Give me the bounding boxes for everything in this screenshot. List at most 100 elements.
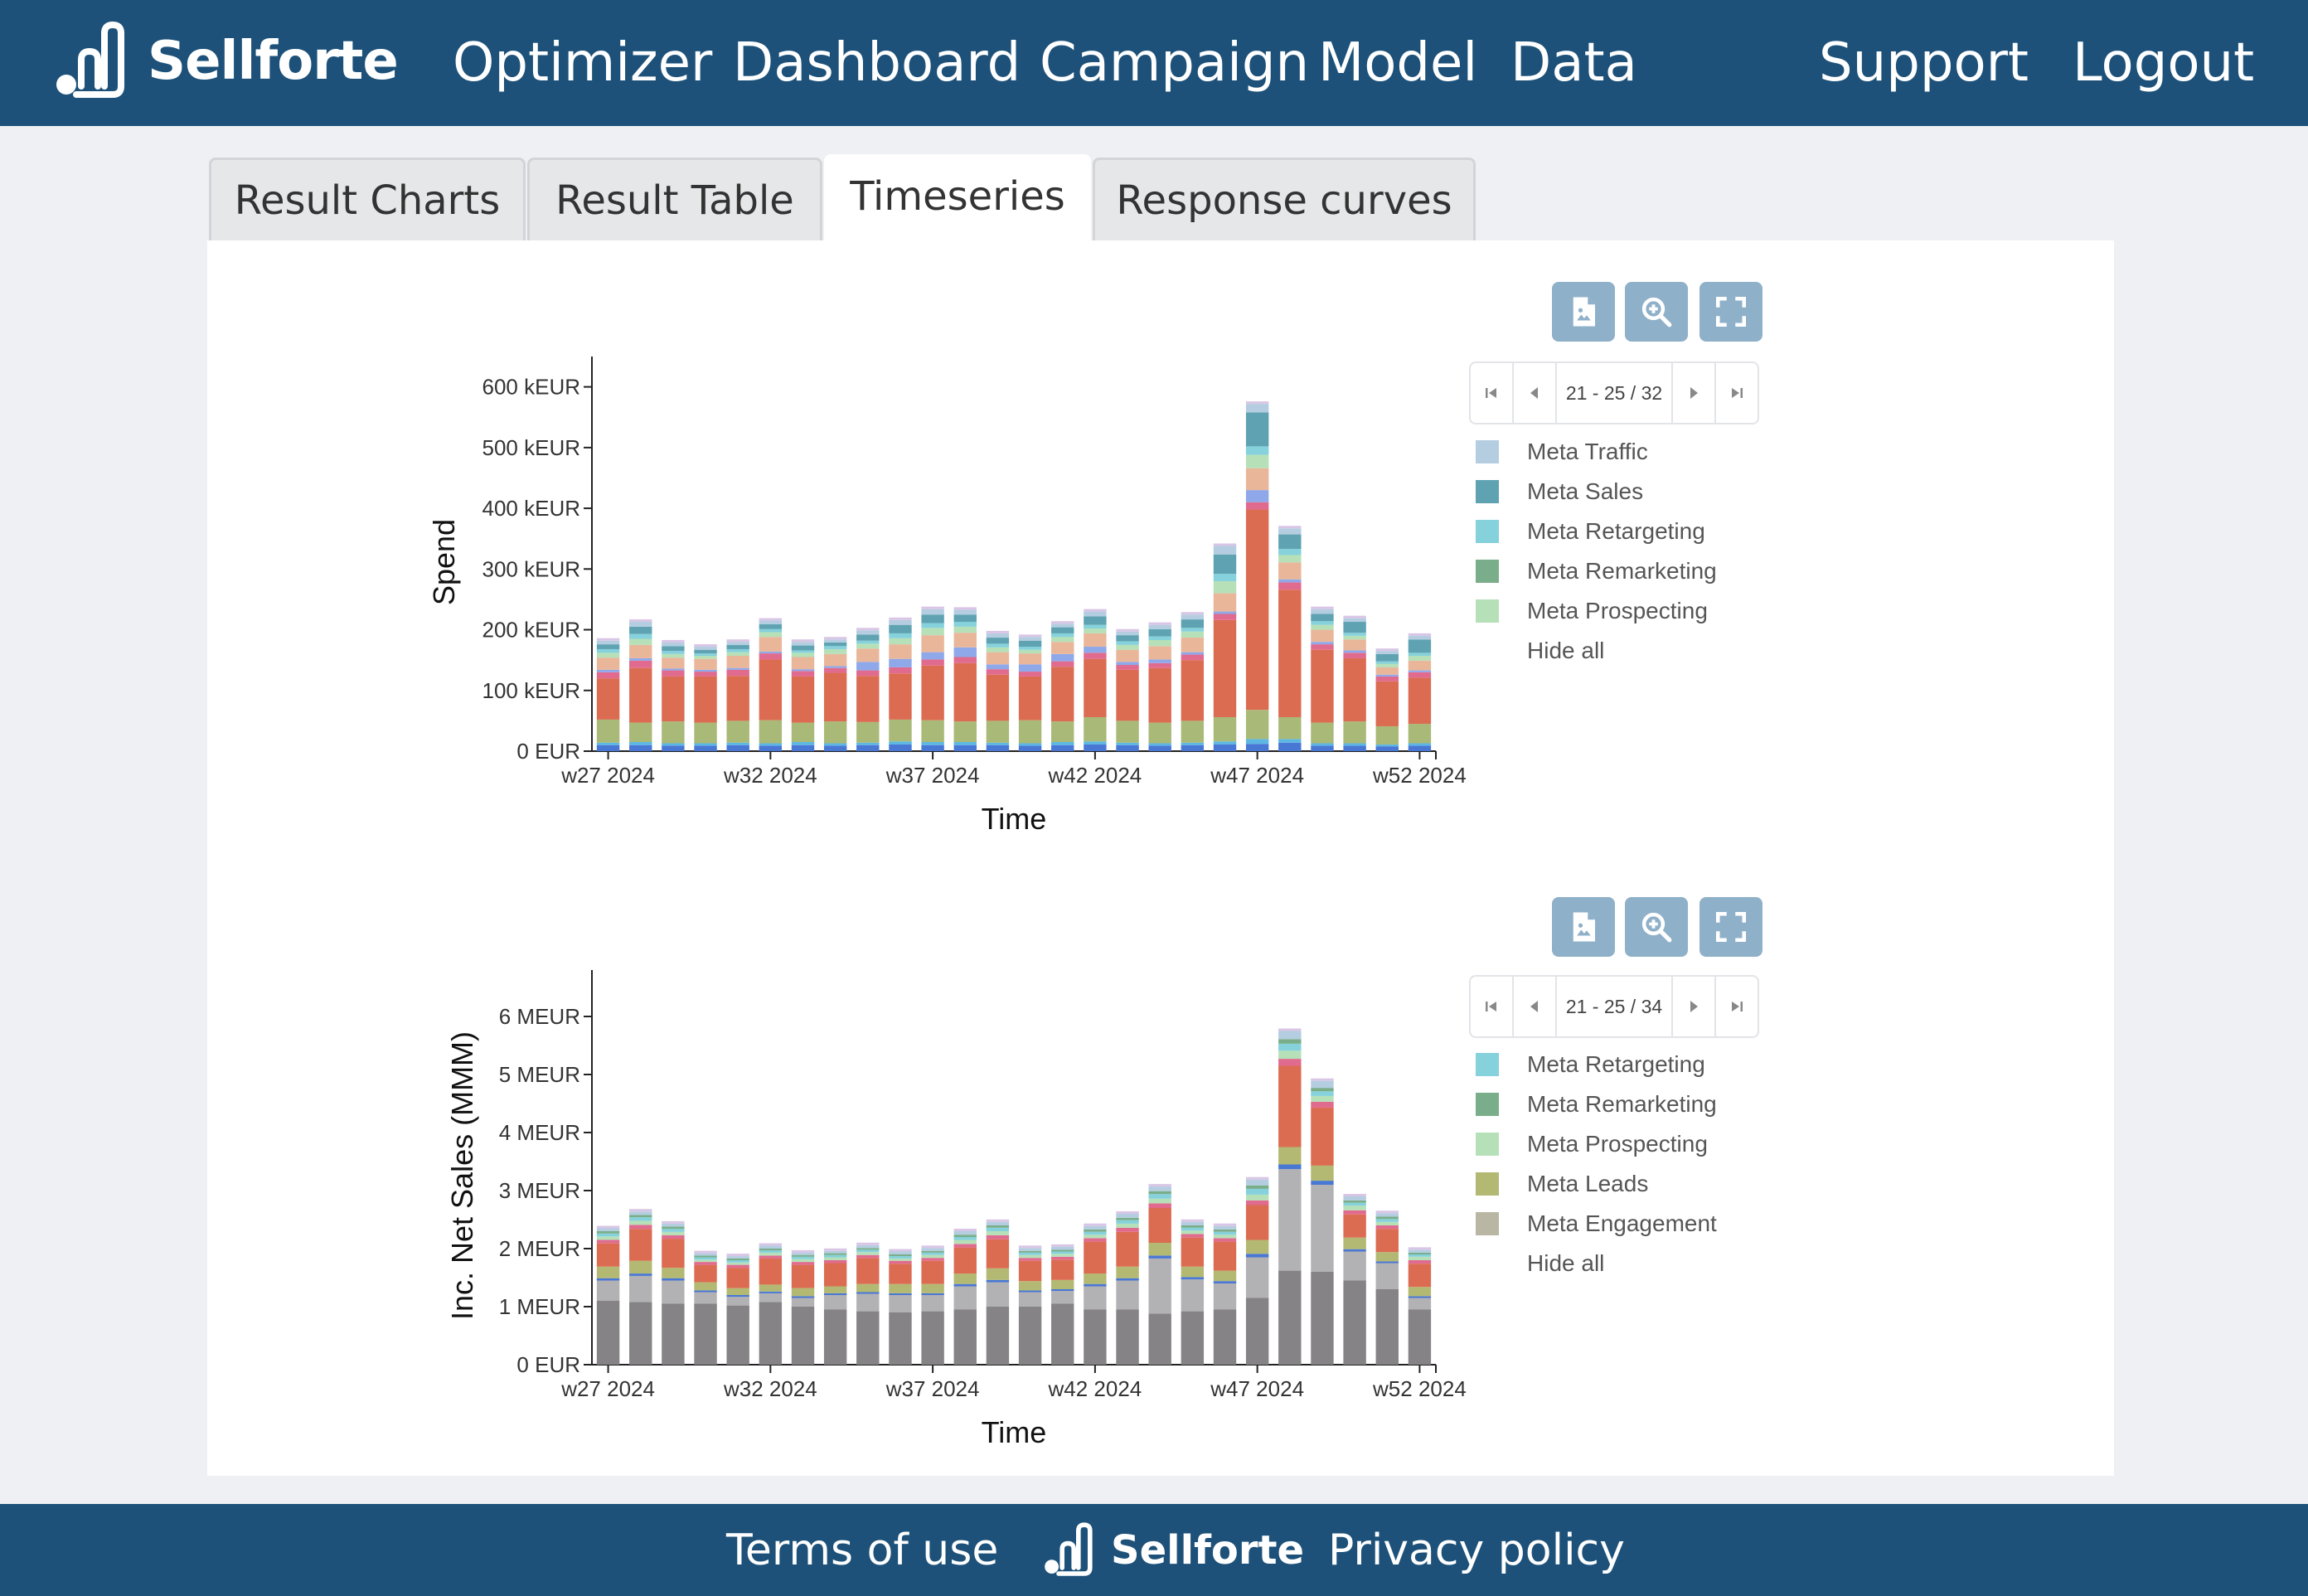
bar-segment[interactable] (791, 671, 815, 677)
pager-last-button[interactable] (1716, 363, 1758, 423)
nav-support[interactable]: Support (1819, 32, 2029, 94)
legend-item-meta-retargeting[interactable]: Meta Retargeting (1476, 512, 1774, 551)
bar-segment[interactable] (921, 745, 944, 751)
bar-segment[interactable] (726, 742, 749, 745)
bar-segment[interactable] (1018, 676, 1042, 720)
bar-segment[interactable] (726, 667, 749, 670)
bar-segment[interactable] (921, 720, 944, 743)
bar-segment[interactable] (726, 652, 749, 657)
bar-segment[interactable] (694, 743, 717, 746)
bar-segment[interactable] (1278, 1059, 1302, 1066)
bar-segment[interactable] (1343, 1214, 1366, 1238)
bar-segment[interactable] (1375, 1229, 1399, 1253)
bar-segment[interactable] (1245, 454, 1269, 468)
bar-segment[interactable] (1148, 1186, 1171, 1191)
bar-segment[interactable] (596, 1233, 620, 1237)
bar-segment[interactable] (1181, 1237, 1205, 1267)
bar-segment[interactable] (662, 1278, 685, 1281)
nav-model[interactable]: Model (1318, 32, 1478, 94)
bar-segment[interactable] (1375, 1289, 1399, 1365)
bar-segment[interactable] (823, 1254, 847, 1258)
bar-segment[interactable] (596, 672, 620, 679)
bar-segment[interactable] (791, 1254, 815, 1257)
bar-segment[interactable] (662, 1226, 685, 1230)
bar-segment[interactable] (986, 1279, 1010, 1283)
bar-segment[interactable] (1245, 744, 1269, 751)
bar-segment[interactable] (953, 657, 977, 663)
bar-segment[interactable] (1018, 1254, 1042, 1259)
bar-segment[interactable] (1278, 534, 1302, 550)
bar-segment[interactable] (1051, 1256, 1074, 1260)
bar-segment[interactable] (921, 1283, 944, 1293)
bar-segment[interactable] (1311, 621, 1334, 625)
bar-segment[interactable] (1245, 1257, 1269, 1298)
bar-segment[interactable] (823, 1250, 847, 1254)
spend-zoom-button[interactable] (1625, 282, 1688, 342)
bar-segment[interactable] (759, 637, 783, 652)
bar-segment[interactable] (726, 1288, 749, 1295)
nav-campaign[interactable]: Campaign (1040, 32, 1310, 94)
bar-segment[interactable] (1311, 642, 1334, 645)
bar-segment[interactable] (694, 1292, 717, 1304)
bar-segment[interactable] (1375, 674, 1399, 677)
bar-segment[interactable] (1245, 502, 1269, 510)
bar-segment[interactable] (1051, 1279, 1074, 1289)
bar-segment[interactable] (953, 647, 977, 657)
bar-segment[interactable] (1408, 652, 1432, 657)
bar-segment[interactable] (856, 745, 880, 751)
bar-segment[interactable] (921, 1248, 944, 1251)
bar-segment[interactable] (726, 648, 749, 652)
bar-segment[interactable] (1116, 1280, 1139, 1310)
legend-item-meta-traffic[interactable]: Meta Traffic (1476, 432, 1774, 472)
bar-segment[interactable] (1051, 623, 1074, 628)
bar-segment[interactable] (1018, 647, 1042, 650)
bar-segment[interactable] (1213, 546, 1237, 555)
bar-segment[interactable] (1116, 1217, 1139, 1220)
pager-prev-button[interactable] (1514, 363, 1555, 423)
bar-segment[interactable] (1148, 722, 1171, 744)
bar-segment[interactable] (1148, 1203, 1171, 1208)
bar-segment[interactable] (1408, 635, 1432, 640)
pager-first-button[interactable] (1471, 977, 1512, 1036)
bar-segment[interactable] (1018, 743, 1042, 746)
bar-segment[interactable] (726, 1264, 749, 1269)
bar-segment[interactable] (1084, 1241, 1107, 1274)
bar-segment[interactable] (1084, 652, 1107, 659)
bar-segment[interactable] (953, 1231, 977, 1235)
bar-segment[interactable] (1408, 670, 1432, 672)
bar-segment[interactable] (889, 619, 912, 625)
bar-segment[interactable] (1343, 1200, 1366, 1203)
bar-segment[interactable] (629, 1273, 652, 1276)
bar-segment[interactable] (1213, 619, 1237, 717)
bar-segment[interactable] (694, 672, 717, 677)
bar-segment[interactable] (1375, 681, 1399, 726)
bar-segment[interactable] (1278, 1065, 1302, 1147)
bar-segment[interactable] (694, 1253, 717, 1256)
bar-segment[interactable] (662, 1303, 685, 1366)
bar-segment[interactable] (1213, 1283, 1237, 1310)
bar-segment[interactable] (1084, 1286, 1107, 1310)
bar-segment[interactable] (1018, 637, 1042, 641)
bar-segment[interactable] (662, 646, 685, 652)
bar-segment[interactable] (791, 722, 815, 743)
bar-segment[interactable] (629, 626, 652, 634)
bar-segment[interactable] (726, 1268, 749, 1288)
bar-segment[interactable] (953, 622, 977, 627)
bar-segment[interactable] (694, 658, 717, 670)
bar-segment[interactable] (629, 1225, 652, 1230)
bar-segment[interactable] (1018, 1292, 1042, 1307)
bar-segment[interactable] (823, 642, 847, 647)
bar-segment[interactable] (596, 1280, 620, 1302)
bar-segment[interactable] (1343, 657, 1366, 722)
bar-segment[interactable] (694, 1262, 717, 1265)
bar-segment[interactable] (694, 647, 717, 650)
bar-segment[interactable] (1213, 580, 1237, 594)
bar-segment[interactable] (1311, 722, 1334, 744)
bar-segment[interactable] (1051, 653, 1074, 662)
bar-segment[interactable] (1311, 1101, 1334, 1108)
bar-segment[interactable] (662, 721, 685, 744)
bar-segment[interactable] (856, 1292, 880, 1294)
bar-segment[interactable] (1051, 661, 1074, 667)
bar-segment[interactable] (1084, 611, 1107, 617)
bar-segment[interactable] (694, 1257, 717, 1260)
